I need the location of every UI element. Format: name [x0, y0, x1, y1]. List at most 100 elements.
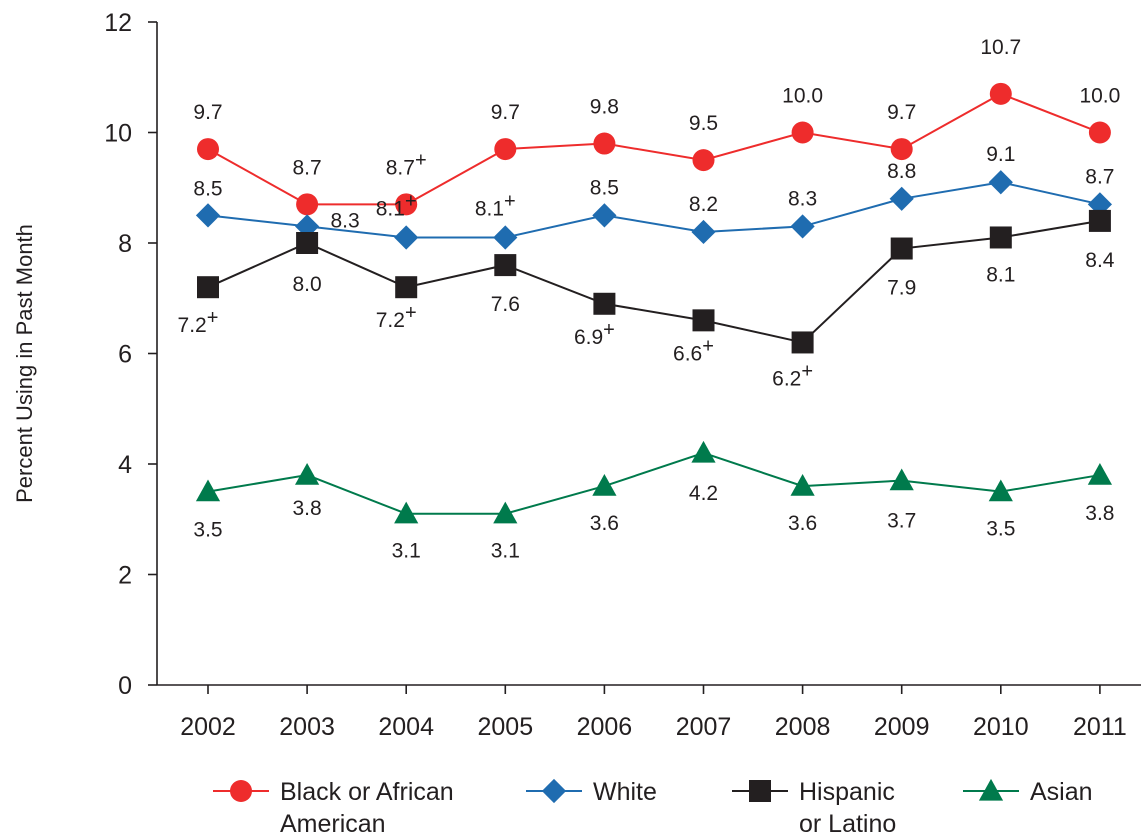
data-point [1088, 209, 1111, 232]
data-label: 7.2+ [178, 307, 219, 337]
data-point [494, 254, 517, 277]
data-label: 3.1 [392, 540, 421, 563]
series-line [207, 451, 1101, 515]
x-tick-label: 2005 [477, 713, 533, 741]
series-line [207, 219, 1101, 344]
data-point [493, 501, 518, 524]
data-label: 8.5 [590, 176, 619, 199]
significance-marker: + [207, 307, 219, 329]
legend-label: Asian [1030, 778, 1093, 806]
data-label: 8.5 [193, 177, 222, 200]
data-label: 10.0 [1079, 85, 1120, 108]
data-point [394, 225, 419, 250]
data-point [791, 121, 814, 144]
data-point [790, 214, 815, 239]
data-point [494, 138, 517, 161]
significance-marker: + [415, 149, 427, 171]
data-point [195, 479, 221, 502]
data-point [1087, 462, 1112, 485]
x-tick-label: 2008 [775, 713, 831, 741]
data-label: 3.1 [491, 540, 520, 563]
data-label: 3.6 [590, 512, 619, 535]
data-point [394, 501, 419, 524]
data-label: 3.5 [986, 518, 1015, 541]
data-label: 8.2 [689, 193, 718, 216]
y-tick-label: 12 [104, 9, 132, 37]
data-point [692, 149, 715, 172]
data-label: 8.7 [292, 156, 321, 179]
x-tick-label: 2002 [180, 713, 236, 741]
data-point [493, 225, 518, 250]
legend-marker [749, 780, 771, 802]
data-label: 10.7 [980, 36, 1021, 59]
data-label: 9.1 [986, 143, 1015, 166]
legend-label: Hispanic [799, 778, 895, 806]
data-label: 7.6 [491, 293, 520, 316]
data-point [592, 203, 617, 228]
data-point [395, 276, 418, 299]
data-point [791, 331, 814, 354]
data-label: 6.2+ [772, 360, 813, 390]
x-tick-label: 2007 [676, 713, 732, 741]
data-point [197, 276, 219, 299]
axes: 0 2 4 6 8 10 12 2002 2003 2004 2005 2006 2007 2008 200… [12, 9, 1141, 741]
x-tick-label: 2004 [378, 713, 434, 741]
data-point [395, 193, 418, 216]
data-point [790, 474, 815, 496]
data-label: 8.4 [1085, 249, 1115, 272]
data-label: 9.7 [193, 101, 222, 124]
data-point [195, 203, 221, 228]
data-point [989, 82, 1012, 105]
x-tick-label: 2010 [973, 713, 1029, 741]
data-label: 8.7 [1085, 165, 1114, 188]
data-point [295, 214, 320, 239]
series-layer [195, 82, 1112, 524]
legend-marker [978, 778, 1004, 801]
data-point [691, 440, 716, 463]
data-labels: 9.78.7 8.7+9.7 9.89.510.09.710.710.08.58.3… [178, 36, 1121, 563]
legend: Black or African American White Hispanic or … [213, 778, 1093, 838]
data-label: 7.9 [887, 277, 916, 300]
data-point [890, 138, 913, 161]
data-point [295, 462, 320, 485]
series-1 [197, 82, 1111, 216]
data-point [691, 219, 716, 245]
data-label: 8.7+ [386, 149, 427, 179]
series-4 [195, 440, 1112, 524]
legend-marker [230, 780, 252, 802]
series-line [207, 92, 1101, 206]
data-point [592, 474, 617, 496]
x-tick-label: 2009 [874, 713, 930, 741]
data-label: 9.5 [689, 112, 718, 135]
data-label: 3.8 [292, 497, 321, 520]
data-label: 7.2+ [376, 302, 417, 332]
y-tick-label: 2 [118, 562, 132, 590]
data-label: 6.6+ [673, 335, 714, 365]
legend-label: Black or African [280, 778, 454, 806]
data-label: 8.8 [887, 160, 916, 183]
legend-marker [541, 778, 567, 804]
x-tick-label: 2003 [279, 713, 335, 741]
legend-item-4: Asian [963, 778, 1093, 806]
x-tick-label: 2011 [1073, 713, 1127, 741]
data-label: 8.1+ [376, 190, 417, 220]
y-tick-label: 0 [118, 672, 132, 700]
data-label: 8.3 [788, 187, 817, 210]
data-point [988, 479, 1013, 502]
legend-label: American [280, 810, 386, 838]
legend-item-2: White [526, 778, 657, 806]
data-label: 8.1+ [475, 190, 516, 220]
data-point [890, 237, 913, 260]
data-point [989, 226, 1012, 249]
data-point [593, 292, 616, 315]
y-axis-title: Percent Using in Past Month [12, 224, 37, 503]
data-point [593, 132, 616, 155]
data-point [988, 170, 1013, 195]
data-point [1088, 121, 1111, 144]
data-label: 3.8 [1085, 502, 1114, 525]
significance-marker: + [405, 190, 417, 212]
y-tick-label: 6 [118, 341, 132, 369]
data-label: 3.5 [193, 519, 222, 542]
y-tick-label: 10 [104, 120, 132, 148]
y-tick-label: 4 [118, 451, 132, 479]
